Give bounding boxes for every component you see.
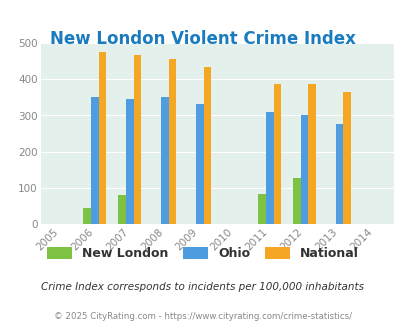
Bar [300, 115, 308, 224]
Bar [308, 84, 315, 224]
Bar [83, 208, 91, 224]
Bar [265, 112, 273, 224]
Bar [118, 195, 126, 224]
Bar [126, 99, 133, 224]
Bar [91, 97, 98, 224]
Bar [195, 104, 203, 224]
Text: New London Violent Crime Index: New London Violent Crime Index [50, 30, 355, 48]
Bar [98, 52, 106, 224]
Bar [203, 67, 211, 224]
Bar [343, 91, 350, 224]
Text: © 2025 CityRating.com - https://www.cityrating.com/crime-statistics/: © 2025 CityRating.com - https://www.city… [54, 312, 351, 321]
Bar [133, 54, 141, 224]
Bar [273, 84, 281, 224]
Text: Crime Index corresponds to incidents per 100,000 inhabitants: Crime Index corresponds to incidents per… [41, 282, 364, 292]
Bar [335, 124, 343, 224]
Bar [168, 59, 176, 224]
Legend: New London, Ohio, National: New London, Ohio, National [47, 247, 358, 260]
Bar [258, 194, 265, 224]
Bar [292, 178, 300, 224]
Bar [160, 97, 168, 224]
